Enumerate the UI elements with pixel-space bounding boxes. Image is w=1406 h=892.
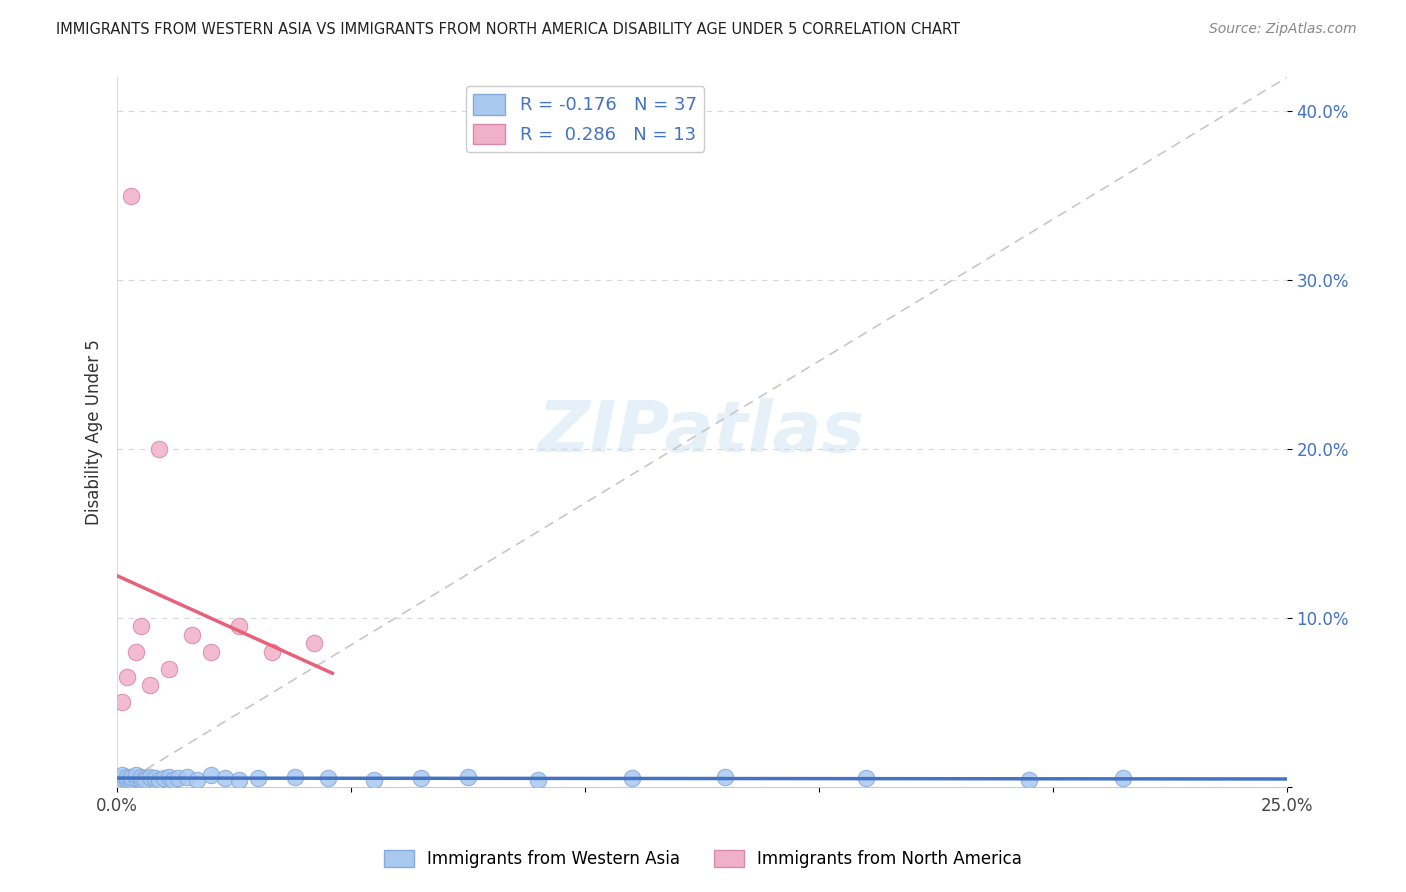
Point bbox=[148, 773, 170, 788]
Legend: R = -0.176   N = 37, R =  0.286   N = 13: R = -0.176 N = 37, R = 0.286 N = 13 bbox=[465, 87, 704, 152]
Point bbox=[228, 619, 250, 633]
Point bbox=[162, 773, 184, 788]
Point bbox=[302, 636, 325, 650]
Point bbox=[120, 773, 142, 788]
Point bbox=[115, 770, 138, 784]
Point bbox=[115, 773, 138, 788]
Point bbox=[411, 772, 433, 786]
Point bbox=[176, 770, 198, 784]
Point bbox=[214, 772, 236, 786]
Point bbox=[527, 773, 550, 788]
Point bbox=[120, 772, 142, 786]
Point bbox=[200, 768, 222, 782]
Point bbox=[139, 770, 162, 784]
Point bbox=[186, 773, 208, 788]
Point bbox=[457, 770, 479, 784]
Point bbox=[1112, 772, 1135, 786]
Point bbox=[134, 773, 156, 788]
Point bbox=[620, 772, 643, 786]
Point bbox=[284, 770, 307, 784]
Point bbox=[111, 695, 134, 709]
Point bbox=[120, 770, 142, 784]
Text: ZIPatlas: ZIPatlas bbox=[538, 398, 866, 467]
Point bbox=[129, 773, 152, 788]
Point bbox=[115, 670, 138, 684]
Point bbox=[228, 773, 250, 788]
Point bbox=[153, 772, 176, 786]
Point bbox=[260, 645, 283, 659]
Point bbox=[129, 619, 152, 633]
Point bbox=[316, 772, 339, 786]
Point bbox=[200, 645, 222, 659]
Point bbox=[148, 442, 170, 456]
Y-axis label: Disability Age Under 5: Disability Age Under 5 bbox=[86, 339, 103, 525]
Legend: Immigrants from Western Asia, Immigrants from North America: Immigrants from Western Asia, Immigrants… bbox=[377, 843, 1029, 875]
Text: Source: ZipAtlas.com: Source: ZipAtlas.com bbox=[1209, 22, 1357, 37]
Point bbox=[246, 772, 269, 786]
Point bbox=[363, 773, 385, 788]
Text: IMMIGRANTS FROM WESTERN ASIA VS IMMIGRANTS FROM NORTH AMERICA DISABILITY AGE UND: IMMIGRANTS FROM WESTERN ASIA VS IMMIGRAN… bbox=[56, 22, 960, 37]
Point bbox=[167, 772, 190, 786]
Point bbox=[157, 662, 180, 676]
Point bbox=[855, 772, 877, 786]
Point bbox=[125, 645, 148, 659]
Point bbox=[143, 772, 166, 786]
Point bbox=[134, 772, 156, 786]
Point bbox=[111, 768, 134, 782]
Point bbox=[120, 188, 142, 202]
Point bbox=[1018, 773, 1040, 788]
Point bbox=[125, 772, 148, 786]
Point bbox=[125, 768, 148, 782]
Point bbox=[129, 770, 152, 784]
Point bbox=[111, 772, 134, 786]
Point bbox=[714, 770, 737, 784]
Point bbox=[157, 770, 180, 784]
Point bbox=[181, 628, 204, 642]
Point bbox=[139, 678, 162, 692]
